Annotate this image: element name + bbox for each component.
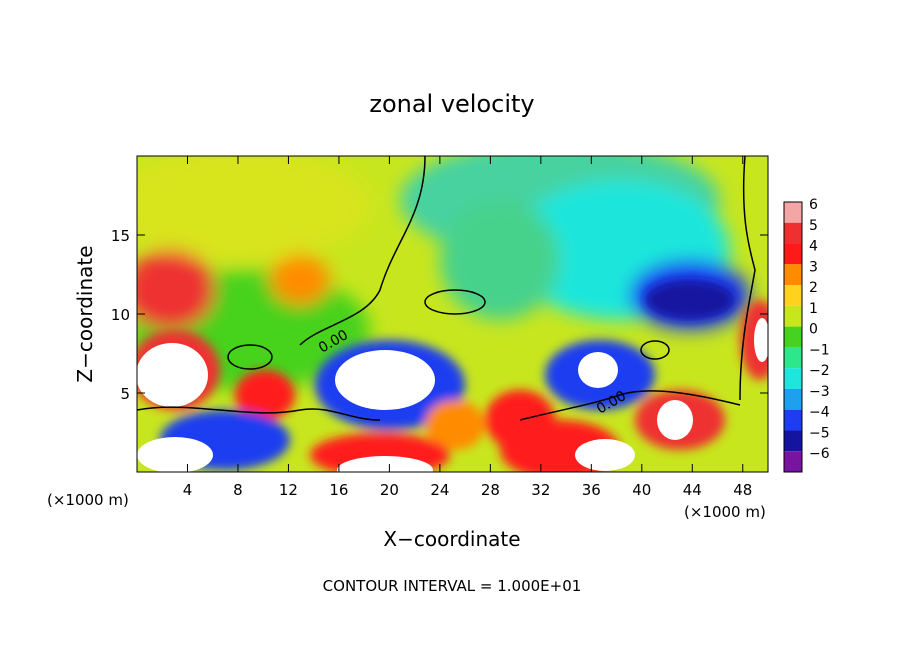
chart-title: zonal velocity: [369, 90, 534, 118]
colorbar-label: −5: [809, 425, 830, 441]
colorbar-frame: [783, 201, 803, 473]
colorbar-swatch: [784, 326, 802, 348]
x-unit-label-right: (×1000 m): [684, 503, 766, 521]
x-tick-label: 8: [233, 481, 243, 499]
x-axis: 4 8 12 16 20 24 28 32 36 40 44 48: [183, 156, 752, 499]
y-axis: 5 10 15: [111, 227, 768, 403]
x-tick-label: 32: [531, 481, 550, 499]
x-tick-label: 4: [183, 481, 193, 499]
x-tick-label: 48: [733, 481, 752, 499]
y-tick-label: 5: [120, 385, 130, 403]
colorbar-label: 6: [809, 197, 818, 213]
colorbar-swatch: [784, 202, 802, 223]
x-tick-label: 20: [380, 481, 399, 499]
colorbar-swatch: [784, 243, 802, 265]
velocity-field: 0.00 0.00: [137, 156, 768, 472]
y-axis-label: Z−coordinate: [73, 245, 97, 382]
colorbar-swatch: [784, 285, 802, 306]
colorbar-label: 4: [809, 239, 818, 255]
colorbar-label: −3: [809, 384, 830, 400]
colorbar-swatch: [784, 451, 802, 472]
x-tick-label: 28: [481, 481, 500, 499]
colorbar-label: −1: [809, 342, 830, 358]
x-tick-label: 16: [329, 481, 348, 499]
colorbar-label: 5: [809, 218, 818, 234]
colorbar-label: 1: [809, 301, 818, 317]
colorbar-label: −6: [809, 446, 830, 462]
x-unit-label-left: (×1000 m): [47, 491, 129, 509]
y-tick-label: 10: [111, 306, 130, 324]
colorbar-label: 3: [809, 259, 818, 275]
x-tick-label: 40: [632, 481, 651, 499]
x-axis-label: X−coordinate: [383, 527, 520, 551]
x-tick-label: 12: [279, 481, 298, 499]
y-tick-label: 15: [111, 227, 130, 245]
x-tick-label: 24: [430, 481, 449, 499]
colorbar-label: −2: [809, 363, 830, 379]
x-tick-label: 44: [683, 481, 702, 499]
colorbar-swatch: [784, 409, 802, 431]
colorbar-label: 2: [809, 280, 818, 296]
colorbar-swatch: [784, 368, 802, 389]
colorbar-swatch: [784, 347, 802, 369]
x-tick-label: 36: [582, 481, 601, 499]
colorbar-label: −4: [809, 405, 830, 421]
colorbar-swatch: [784, 264, 802, 286]
contour-interval-note: CONTOUR INTERVAL = 1.000E+01: [323, 577, 582, 595]
colorbar-label: 0: [809, 322, 818, 338]
colorbar-swatch: [784, 305, 802, 327]
colorbar-swatch: [784, 222, 802, 244]
colorbar: 6 5 4 3 2 1 0 −1 −2 −3 −4 −5 −6: [783, 197, 830, 473]
colorbar-swatch: [784, 430, 802, 452]
colorbar-swatch: [784, 388, 802, 410]
